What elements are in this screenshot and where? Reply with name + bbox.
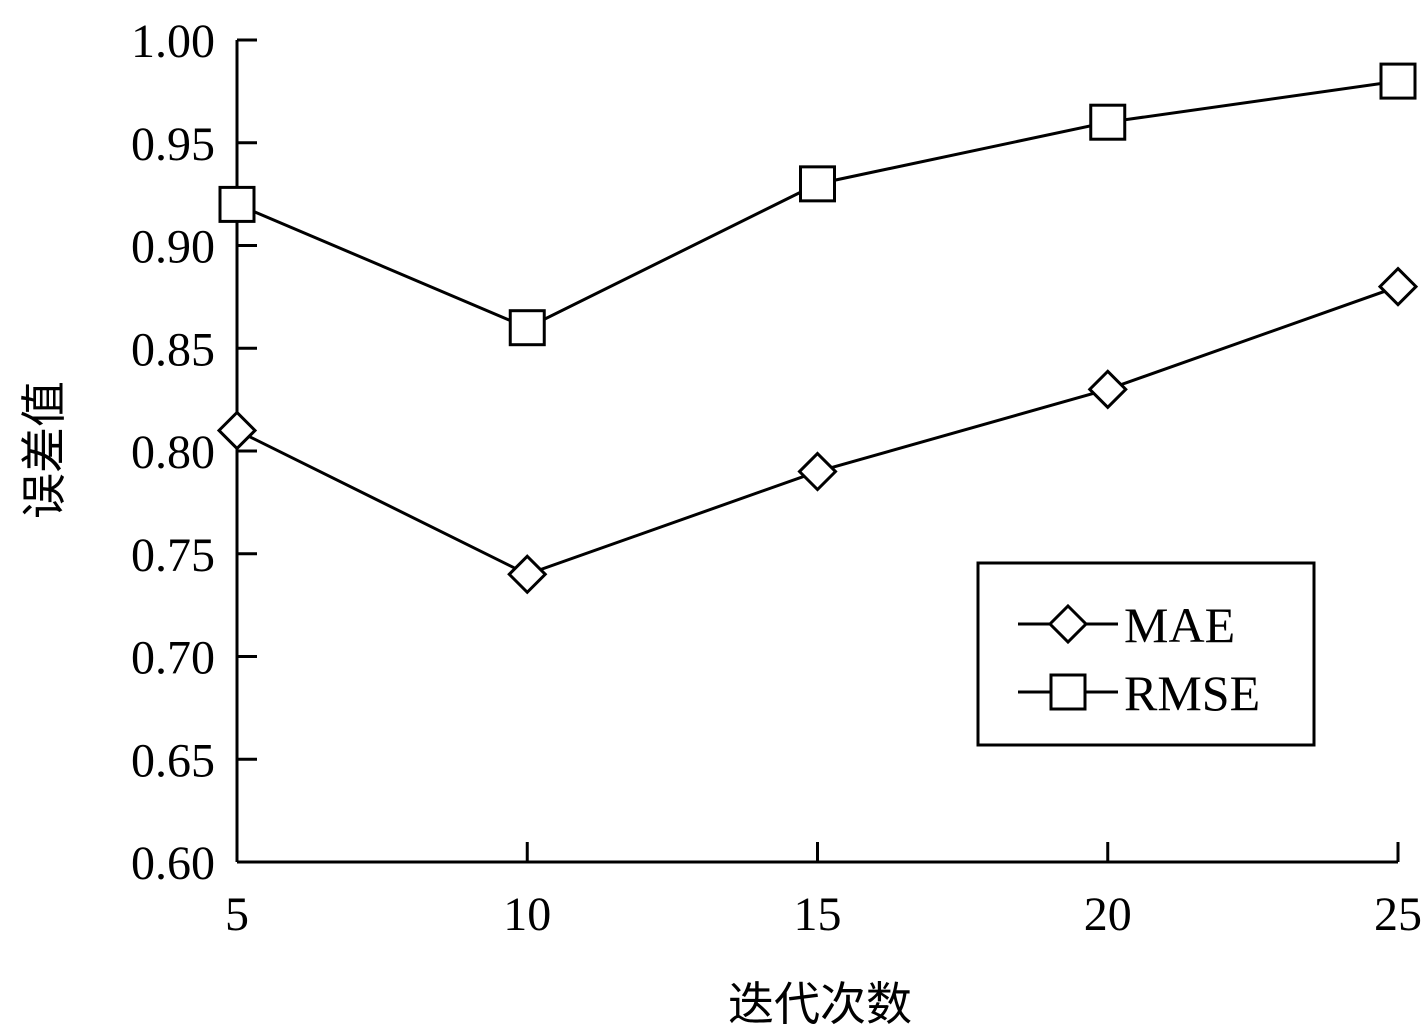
y-tick-label: 0.75: [131, 529, 215, 582]
data-point-mae: [507, 554, 548, 595]
data-point-rmse: [799, 165, 836, 203]
legend-label-mae: MAE: [1124, 597, 1235, 653]
y-tick-label: 1.00: [131, 15, 215, 68]
series-layer: [216, 62, 1419, 595]
x-tick-label: 5: [225, 888, 249, 941]
series-line-rmse: [236, 79, 1399, 330]
legend-box: [976, 561, 1316, 747]
data-point-mae: [797, 451, 838, 492]
x-tick-label: 15: [794, 888, 842, 941]
data-point-rmse: [218, 185, 256, 223]
x-tick-label: 25: [1374, 888, 1422, 941]
data-point-mae: [1377, 266, 1419, 307]
ticks: 0.60 0.65 0.70 0.75 0.80 0.85 0.90 0.95 1.00 5 10 1…: [131, 15, 1422, 941]
legend-label-rmse: RMSE: [1124, 665, 1260, 721]
x-tick-label: 10: [503, 888, 551, 941]
x-tick-label: 20: [1084, 888, 1132, 941]
data-point-rmse: [1379, 62, 1417, 100]
legend-marker-mae: [1047, 603, 1089, 645]
y-tick-label: 0.80: [131, 426, 215, 479]
data-point-mae: [216, 410, 258, 451]
y-tick-label: 0.85: [131, 323, 215, 376]
legend-marker-rmse: [1049, 673, 1087, 711]
legend: MAE RMSE: [976, 561, 1316, 747]
y-tick-label: 0.95: [131, 118, 215, 171]
data-point-mae: [1087, 369, 1128, 410]
y-tick-label: 0.65: [131, 734, 215, 787]
data-point-rmse: [508, 309, 546, 347]
y-tick-label: 0.90: [131, 221, 215, 274]
y-tick-label: 0.60: [131, 837, 215, 890]
series-line-mae: [236, 285, 1399, 576]
x-axis-title: 迭代次数: [728, 977, 912, 1031]
series-mae: [216, 266, 1419, 595]
y-tick-label: 0.70: [131, 632, 215, 685]
data-point-rmse: [1089, 103, 1127, 141]
series-rmse: [218, 62, 1417, 347]
y-axis-title: 误差值: [17, 381, 71, 519]
